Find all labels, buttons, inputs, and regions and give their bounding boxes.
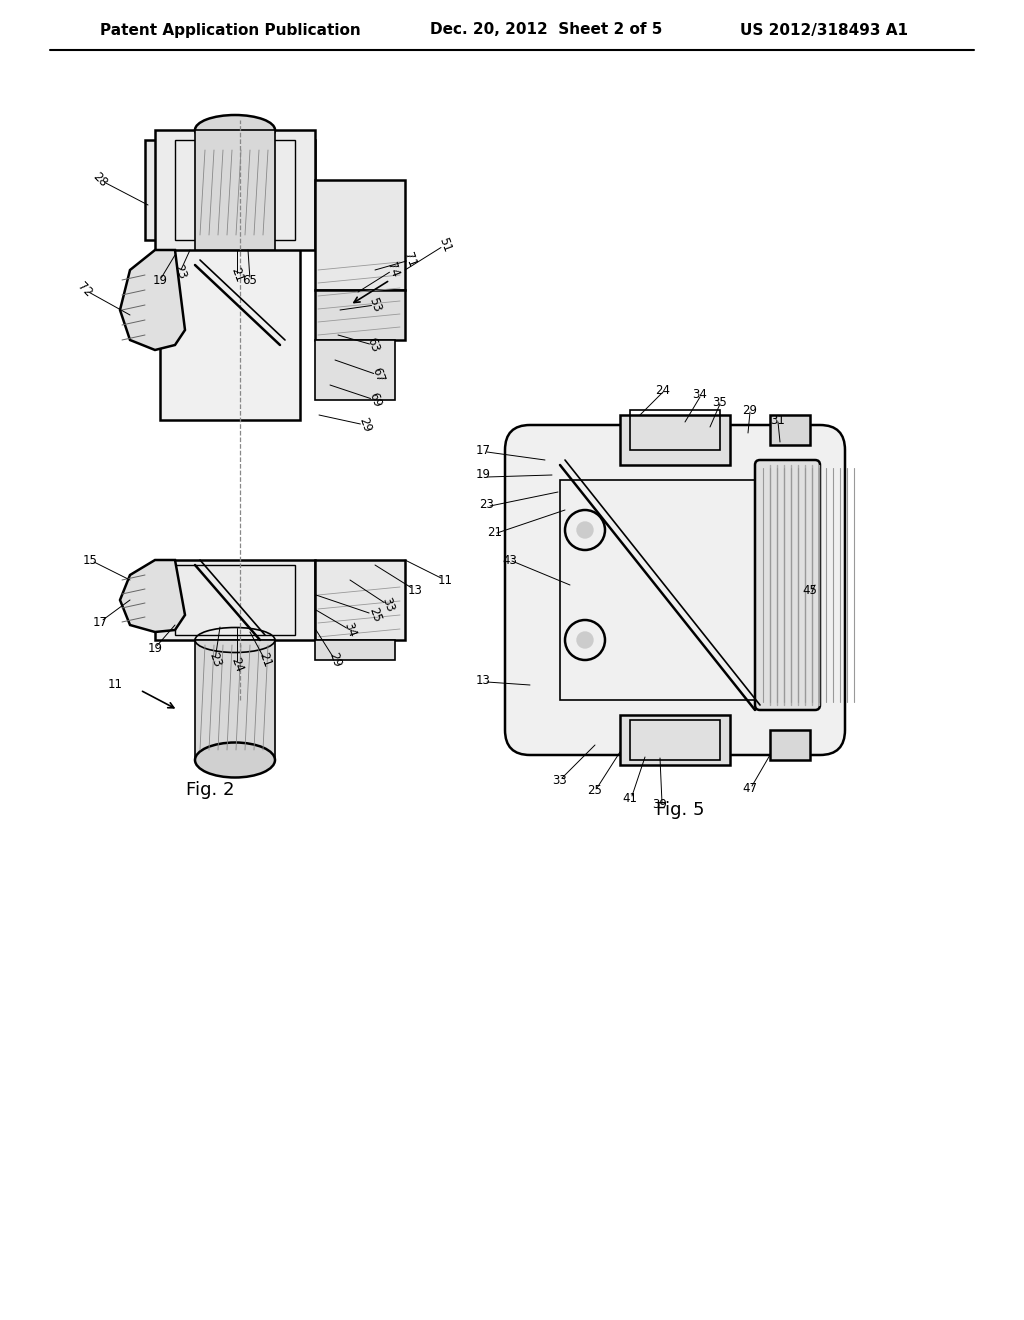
FancyBboxPatch shape	[155, 129, 315, 249]
Text: 69: 69	[367, 391, 384, 409]
Text: 21: 21	[228, 265, 246, 284]
Polygon shape	[120, 560, 185, 632]
Bar	[155, 560, 315, 640]
Text: US 2012/318493 A1: US 2012/318493 A1	[740, 22, 908, 37]
Ellipse shape	[195, 115, 275, 145]
Text: 51: 51	[436, 236, 454, 255]
Polygon shape	[120, 249, 185, 350]
Text: 72: 72	[75, 280, 95, 300]
Text: 65: 65	[243, 273, 257, 286]
Text: 34: 34	[341, 620, 358, 639]
Bar	[160, 240, 300, 420]
Text: 25: 25	[367, 606, 384, 624]
Text: 19: 19	[475, 469, 490, 482]
Bar	[145, 140, 315, 240]
Bar	[195, 640, 275, 760]
Text: 33: 33	[379, 595, 396, 614]
Text: 21: 21	[256, 651, 273, 669]
Text: 31: 31	[771, 413, 785, 426]
Bar	[560, 480, 790, 700]
Text: 23: 23	[207, 651, 223, 669]
Text: 45: 45	[803, 583, 817, 597]
Bar	[630, 719, 720, 760]
Text: 13: 13	[408, 583, 423, 597]
Text: 47: 47	[742, 781, 758, 795]
Text: 35: 35	[713, 396, 727, 408]
Ellipse shape	[195, 742, 275, 777]
FancyBboxPatch shape	[755, 459, 820, 710]
Bar	[315, 290, 406, 341]
Bar	[315, 560, 406, 640]
Text: 13: 13	[475, 673, 490, 686]
Bar	[195, 129, 275, 249]
Text: 11: 11	[437, 573, 453, 586]
Text: 24: 24	[655, 384, 671, 396]
Text: 25: 25	[588, 784, 602, 796]
Text: 11: 11	[108, 678, 123, 692]
Text: 23: 23	[479, 499, 495, 511]
Text: Patent Application Publication: Patent Application Publication	[100, 22, 360, 37]
Text: 41: 41	[623, 792, 638, 804]
Bar	[770, 414, 810, 445]
Text: 53: 53	[367, 296, 384, 314]
Text: 19: 19	[147, 642, 163, 655]
Text: 74: 74	[384, 261, 401, 280]
Circle shape	[577, 632, 593, 648]
Text: Dec. 20, 2012  Sheet 2 of 5: Dec. 20, 2012 Sheet 2 of 5	[430, 22, 663, 37]
Circle shape	[577, 521, 593, 539]
Bar	[630, 411, 720, 450]
Bar	[770, 730, 810, 760]
Text: 19: 19	[153, 273, 168, 286]
Text: Fig. 5: Fig. 5	[655, 801, 705, 818]
Bar	[620, 715, 730, 766]
FancyBboxPatch shape	[505, 425, 845, 755]
Text: 17: 17	[475, 444, 490, 457]
Text: 33: 33	[553, 774, 567, 787]
Bar	[315, 180, 406, 290]
Text: 34: 34	[692, 388, 708, 401]
Text: 71: 71	[401, 251, 419, 269]
Text: Fig. 2: Fig. 2	[185, 781, 234, 799]
Text: 23: 23	[171, 263, 188, 281]
Text: 17: 17	[92, 615, 108, 628]
Text: 39: 39	[652, 799, 668, 812]
Bar	[175, 140, 295, 240]
Text: 21: 21	[487, 525, 503, 539]
Text: 15: 15	[83, 553, 97, 566]
Text: 29: 29	[327, 651, 344, 669]
Text: 24: 24	[228, 656, 246, 675]
Text: 63: 63	[365, 335, 382, 354]
Bar	[315, 640, 395, 660]
Text: 29: 29	[356, 416, 374, 434]
Text: 29: 29	[742, 404, 758, 417]
Text: 28: 28	[90, 170, 110, 190]
Bar	[175, 565, 295, 635]
Text: 43: 43	[503, 553, 517, 566]
Text: 67: 67	[370, 366, 387, 384]
Bar	[315, 341, 395, 400]
Bar	[620, 414, 730, 465]
